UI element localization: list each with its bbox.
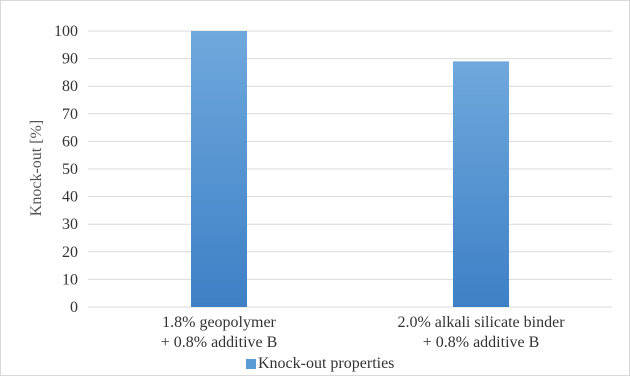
y-tick-label-50: 50 bbox=[62, 161, 78, 178]
x-category-label-2-line-2: + 0.8% additive B bbox=[423, 334, 540, 351]
y-tick-label-90: 90 bbox=[62, 51, 78, 68]
gridlines bbox=[88, 30, 612, 308]
legend-label: Knock-out properties bbox=[258, 355, 394, 372]
x-category-label-1-line-2: + 0.8% additive B bbox=[161, 334, 278, 351]
y-tick-label-30: 30 bbox=[62, 216, 78, 233]
x-category-label-1-line-1: 1.8% geopolymer bbox=[162, 314, 276, 331]
y-tick-label-0: 0 bbox=[70, 299, 78, 316]
bar-2 bbox=[453, 61, 509, 307]
y-tick-label-10: 10 bbox=[62, 271, 78, 288]
bars bbox=[191, 31, 509, 307]
y-axis-title: Knock-out [%] bbox=[28, 120, 45, 216]
y-tick-label-20: 20 bbox=[62, 244, 78, 261]
bar-1 bbox=[191, 31, 247, 307]
x-category-label-2-line-1: 2.0% alkali silicate binder bbox=[397, 314, 565, 331]
y-tick-label-80: 80 bbox=[62, 78, 78, 95]
y-tick-label-40: 40 bbox=[62, 189, 78, 206]
legend: Knock-out properties bbox=[246, 355, 394, 372]
y-tick-label-70: 70 bbox=[62, 106, 78, 123]
y-tick-label-100: 100 bbox=[54, 23, 78, 40]
y-tick-labels: 0 10 20 30 40 50 60 70 80 90 100 bbox=[54, 23, 78, 316]
x-category-labels: 1.8% geopolymer + 0.8% additive B 2.0% alk… bbox=[161, 314, 565, 351]
y-tick-label-60: 60 bbox=[62, 133, 78, 150]
legend-swatch bbox=[246, 359, 256, 369]
